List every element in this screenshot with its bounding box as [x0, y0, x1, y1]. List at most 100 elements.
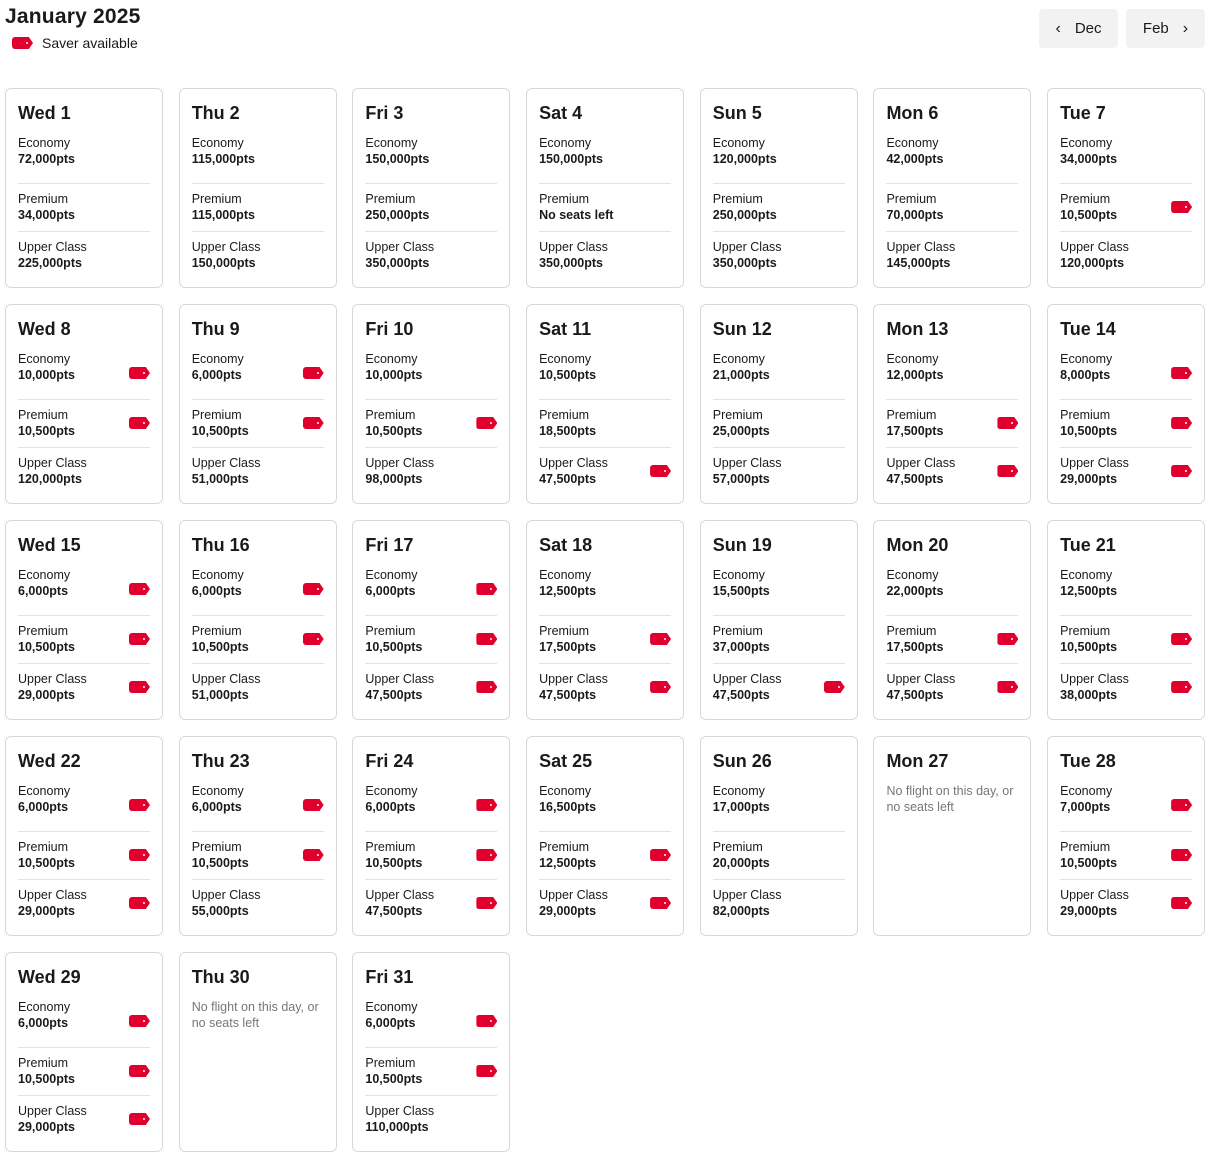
fare-class-premium: Premium 250,000pts: [365, 183, 498, 231]
saver-tag-icon: [997, 681, 1019, 693]
fare-class-premium: Premium 115,000pts: [191, 183, 324, 231]
class-label: Premium: [191, 624, 242, 638]
day-card[interactable]: Fri 3 Economy 150,000pts Premium 250,000…: [352, 88, 511, 288]
day-label: Sun 5: [712, 103, 762, 123]
points-value: 12,500pts: [1060, 584, 1118, 598]
day-card[interactable]: Thu 9 Economy 6,000pts Premium 10,500pts…: [178, 304, 337, 504]
class-label: Upper Class: [18, 456, 87, 470]
saver-tag-icon: [1171, 417, 1193, 429]
fare-class-upper: Upper Class 225,000pts: [18, 231, 150, 279]
points-value: 250,000pts: [365, 208, 430, 222]
class-label: Upper Class: [1060, 672, 1129, 686]
points-value: 6,000pts: [18, 1016, 69, 1030]
day-card[interactable]: Wed 15 Economy 6,000pts Premium 10,500pt…: [5, 520, 163, 720]
day-card[interactable]: Mon 13 Economy 12,000pts Premium 17,500p…: [873, 304, 1032, 504]
day-card[interactable]: Tue 28 Economy 7,000pts Premium 10,500pt…: [1047, 736, 1206, 936]
saver-tag-icon: [129, 367, 150, 379]
day-card[interactable]: Fri 10 Economy 10,000pts Premium 10,500p…: [352, 304, 511, 504]
points-value: 29,000pts: [18, 904, 75, 918]
day-card[interactable]: Fri 31 Economy 6,000pts Premium 10,500pt…: [352, 952, 511, 1152]
day-label: Sat 11: [539, 319, 592, 339]
class-label: Upper Class: [886, 240, 956, 254]
day-card[interactable]: Fri 24 Economy 6,000pts Premium 10,500pt…: [352, 736, 511, 936]
day-card[interactable]: Fri 17 Economy 6,000pts Premium 10,500pt…: [352, 520, 511, 720]
legend-label: Saver available: [42, 35, 138, 51]
class-label: Economy: [191, 136, 244, 150]
saver-tag-icon: [1171, 681, 1193, 693]
fare-class-upper: Upper Class 29,000pts: [18, 879, 150, 927]
points-value: 6,000pts: [191, 800, 242, 814]
saver-legend: Saver available: [12, 35, 138, 51]
day-card[interactable]: Thu 23 Economy 6,000pts Premium 10,500pt…: [178, 736, 337, 936]
day-card[interactable]: Mon 27 No flight on this day, or no seats…: [873, 736, 1032, 936]
day-card[interactable]: Thu 2 Economy 115,000pts Premium 115,000…: [178, 88, 337, 288]
fare-class-upper: Upper Class 82,000pts: [712, 879, 845, 927]
saver-tag-icon: [129, 1113, 150, 1125]
day-card[interactable]: Wed 29 Economy 6,000pts Premium 10,500pt…: [5, 952, 163, 1152]
saver-tag-icon: [476, 897, 498, 909]
saver-tag-icon: [1171, 897, 1193, 909]
day-label: Thu 16: [191, 535, 250, 555]
points-value: 145,000pts: [886, 256, 951, 270]
fare-class-economy: Economy 21,000pts: [713, 351, 845, 399]
class-label: Economy: [365, 136, 418, 150]
points-value: 150,000pts: [191, 256, 256, 270]
class-label: Upper Class: [539, 456, 608, 470]
fare-class-premium: Premium 12,500pts: [539, 831, 672, 879]
saver-tag-icon: [476, 583, 498, 595]
saver-tag-icon: [129, 583, 150, 595]
day-card[interactable]: Sat 4 Economy 150,000pts Premium No seat…: [526, 88, 685, 288]
points-value: 350,000pts: [365, 256, 430, 270]
day-card[interactable]: Wed 8 Economy 10,000pts Premium 10,500pt…: [5, 304, 163, 504]
fare-class-economy: Economy 6,000pts: [365, 999, 498, 1047]
fare-class-economy: Economy 6,000pts: [18, 567, 150, 615]
saver-tag-icon: [650, 849, 672, 861]
day-card[interactable]: Mon 6 Economy 42,000pts Premium 70,000pt…: [873, 88, 1032, 288]
day-card[interactable]: Tue 21 Economy 12,500pts Premium 10,500p…: [1047, 520, 1206, 720]
day-label: Mon 13: [886, 319, 949, 339]
fare-class-premium: Premium 10,500pts: [18, 831, 150, 879]
day-card[interactable]: Sat 11 Economy 10,500pts Premium 18,500p…: [526, 304, 685, 504]
fare-class-economy: Economy 10,000pts: [18, 351, 150, 399]
fare-class-premium: Premium 10,500pts: [365, 1047, 498, 1095]
day-card[interactable]: Sun 19 Economy 15,500pts Premium 37,000p…: [699, 520, 858, 720]
day-card[interactable]: Tue 7 Economy 34,000pts Premium 10,500pt…: [1047, 88, 1206, 288]
no-flight-message: No flight on this day, or no seats left: [191, 1000, 319, 1030]
fare-class-economy: Economy 42,000pts: [886, 135, 1018, 183]
day-card[interactable]: Sun 26 Economy 17,000pts Premium 20,000p…: [699, 736, 858, 936]
saver-tag-icon: [129, 681, 150, 693]
fare-class-premium: Premium 10,500pts: [18, 1047, 150, 1095]
class-label: Premium: [1060, 408, 1111, 422]
saver-tag-icon: [476, 681, 498, 693]
class-label: Upper Class: [191, 240, 261, 254]
prev-month-button[interactable]: ‹ Dec: [1039, 9, 1118, 48]
points-value: 10,500pts: [191, 424, 249, 438]
points-value: 115,000pts: [191, 208, 255, 222]
day-card[interactable]: Sat 18 Economy 12,500pts Premium 17,500p…: [526, 520, 685, 720]
day-label: Mon 27: [886, 751, 949, 771]
day-label: Thu 2: [191, 103, 240, 123]
saver-tag-icon: [302, 633, 324, 645]
day-card[interactable]: Wed 1 Economy 72,000pts Premium 34,000pt…: [5, 88, 163, 288]
day-card[interactable]: Thu 16 Economy 6,000pts Premium 10,500pt…: [178, 520, 337, 720]
class-label: Upper Class: [18, 1104, 87, 1118]
saver-tag-icon: [129, 1065, 150, 1077]
points-value: 225,000pts: [18, 256, 82, 270]
day-card[interactable]: Sat 25 Economy 16,500pts Premium 12,500p…: [526, 736, 685, 936]
day-card[interactable]: Wed 22 Economy 6,000pts Premium 10,500pt…: [5, 736, 163, 936]
class-label: Upper Class: [1060, 456, 1129, 470]
fare-class-economy: Economy 120,000pts: [713, 135, 845, 183]
day-card[interactable]: Sun 12 Economy 21,000pts Premium 25,000p…: [699, 304, 858, 504]
points-value: 34,000pts: [18, 208, 75, 222]
class-label: Economy: [365, 568, 418, 582]
class-label: Premium: [539, 192, 590, 206]
day-card[interactable]: Thu 30 No flight on this day, or no seats…: [178, 952, 337, 1152]
fare-class-premium: Premium No seats left: [539, 183, 672, 231]
next-month-button[interactable]: Feb ›: [1126, 9, 1205, 48]
points-value: 120,000pts: [712, 152, 777, 166]
day-card[interactable]: Sun 5 Economy 120,000pts Premium 250,000…: [699, 88, 858, 288]
class-label: Upper Class: [886, 672, 956, 686]
day-card[interactable]: Tue 14 Economy 8,000pts Premium 10,500pt…: [1047, 304, 1206, 504]
day-card[interactable]: Mon 20 Economy 22,000pts Premium 17,500p…: [873, 520, 1032, 720]
class-label: Upper Class: [191, 456, 261, 470]
